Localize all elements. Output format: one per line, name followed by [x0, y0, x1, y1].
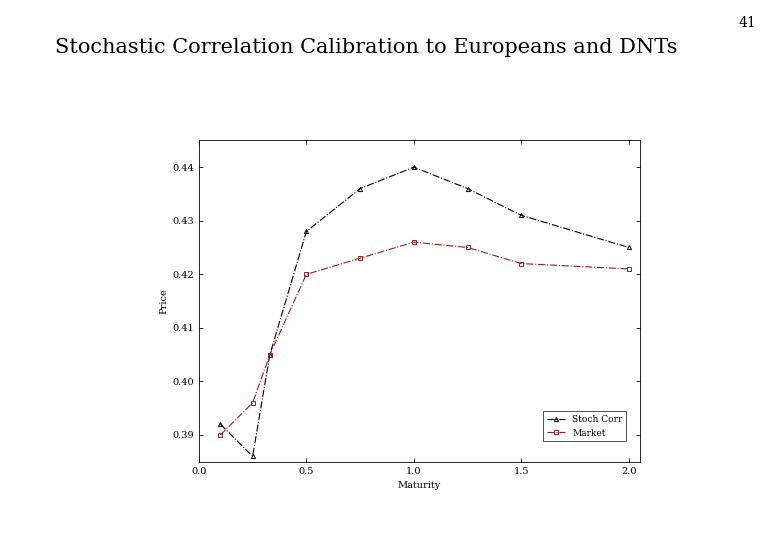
Stoch Corr — [356, 185, 365, 192]
Stoch Corr — [624, 244, 633, 251]
Market — [302, 271, 311, 278]
Market — [410, 239, 419, 245]
Market — [248, 400, 257, 406]
Market — [516, 260, 526, 267]
Y-axis label: Price: Price — [159, 288, 168, 314]
Line: Stoch Corr: Stoch Corr — [218, 165, 631, 458]
Stoch Corr — [410, 164, 419, 171]
Market — [265, 352, 275, 358]
Stoch Corr — [265, 352, 275, 358]
Market — [624, 266, 633, 272]
Market — [463, 244, 473, 251]
Market — [216, 431, 225, 438]
Stoch Corr — [216, 421, 225, 428]
Text: Stochastic Correlation Calibration to Europeans and DNTs: Stochastic Correlation Calibration to Eu… — [55, 38, 677, 57]
Text: 41: 41 — [739, 16, 757, 30]
Market — [356, 255, 365, 261]
Line: Market: Market — [218, 240, 631, 437]
Stoch Corr — [463, 185, 473, 192]
X-axis label: Maturity: Maturity — [398, 481, 441, 490]
Stoch Corr — [248, 453, 257, 460]
Stoch Corr — [516, 212, 526, 219]
Legend: Stoch Corr, Market: Stoch Corr, Market — [544, 411, 626, 441]
Stoch Corr — [302, 228, 311, 235]
